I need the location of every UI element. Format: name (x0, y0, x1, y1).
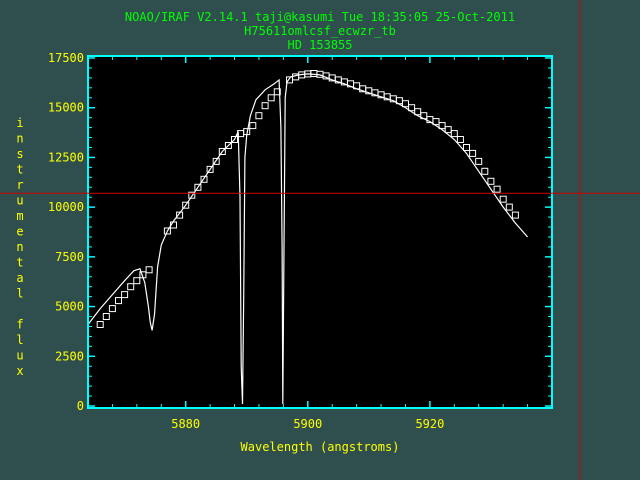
continuum-marker (402, 100, 409, 108)
continuum-marker (444, 126, 452, 134)
plot-frame (87, 55, 553, 409)
continuum-marker (493, 185, 501, 193)
continuum-marker (224, 142, 232, 149)
continuum-marker (255, 112, 263, 120)
continuum-marker (408, 104, 416, 112)
continuum-marker (463, 144, 470, 151)
continuum-marker (188, 191, 196, 199)
continuum-marker (261, 102, 269, 110)
continuum-marker (450, 130, 458, 138)
continuum-marker (218, 148, 226, 155)
x-tick-label: 5900 (293, 417, 322, 431)
continuum-marker (206, 165, 214, 173)
plot-area (88, 56, 552, 408)
data-layer (87, 70, 529, 405)
title-line-3: HD 153855 (287, 38, 352, 52)
continuum-marker (231, 136, 238, 143)
continuum-marker (108, 305, 116, 313)
continuum-marker (267, 94, 275, 102)
continuum-marker (469, 149, 477, 157)
continuum-marker (414, 108, 422, 116)
continuum-marker (511, 211, 519, 219)
y-tick-label: 7500 (55, 250, 84, 264)
continuum-marker (481, 167, 489, 175)
y-tick-label: 5000 (55, 300, 84, 314)
continuum-marker (456, 136, 464, 143)
tick-labels: 5880 5900 5920 0 2500 5000 7500 10000 12500 15000… (48, 51, 444, 431)
continuum-marker (133, 277, 141, 285)
continuum-marker (499, 195, 507, 203)
continuum-marker (243, 128, 251, 136)
y-tick-label: 0 (77, 399, 84, 413)
continuum-marker (115, 297, 122, 305)
continuum-marker (200, 175, 208, 183)
y-tick-label: 2500 (55, 349, 84, 363)
continuum-marker (432, 118, 440, 126)
continuum-marker (249, 122, 257, 130)
continuum-marker (194, 183, 202, 191)
title-line-1: NOAO/IRAF V2.14.1 taji@kasumi Tue 18:35:… (125, 10, 515, 24)
continuum-marker (163, 227, 171, 235)
continuum-marker (170, 221, 177, 229)
tick-marks (87, 56, 553, 408)
title-line-2: H75611omlcsf_ecwzr_tb (244, 24, 396, 38)
continuum-marker (102, 313, 110, 320)
continuum-marker (127, 283, 135, 291)
continuum-marker (505, 203, 513, 211)
y-tick-label: 15000 (48, 101, 84, 115)
continuum-marker (438, 122, 446, 130)
continuum-marker (176, 211, 184, 219)
continuum-marker (121, 291, 129, 299)
continuum-marker (487, 177, 495, 185)
y-tick-label: 12500 (48, 150, 84, 164)
continuum-marker (139, 271, 147, 279)
x-axis-label: Wavelength (angstroms) (241, 440, 400, 454)
y-tick-label: 10000 (48, 200, 84, 214)
continuum-marker (182, 201, 190, 209)
continuum-marker (273, 88, 281, 96)
continuum-marker (420, 112, 428, 120)
continuum-marker (475, 157, 483, 165)
x-tick-label: 5920 (415, 417, 444, 431)
y-tick-label: 17500 (48, 51, 84, 65)
continuum-marker (145, 266, 153, 274)
x-tick-label: 5880 (171, 417, 200, 431)
continuum-marker (212, 157, 220, 165)
continuum-marker (96, 321, 104, 328)
